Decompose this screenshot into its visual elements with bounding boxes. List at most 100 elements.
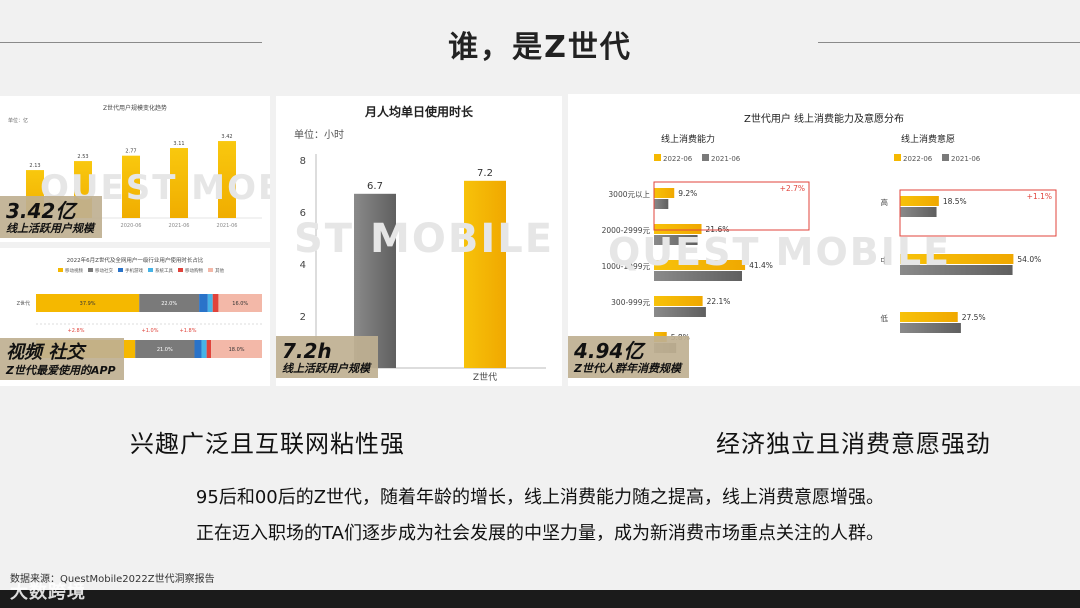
row-label: 300-999元 <box>611 298 650 307</box>
bar <box>654 271 742 281</box>
bar <box>464 180 506 368</box>
legend-label: 移动社交 <box>95 267 113 274</box>
row-label: 1000-1999元 <box>602 262 651 271</box>
row-label: 高 <box>881 197 889 207</box>
row-label: 低 <box>881 313 889 323</box>
data-label: 2.77 <box>125 149 136 155</box>
tick-label: 8 <box>300 156 306 167</box>
title-rule-left <box>0 42 262 43</box>
legend-swatch <box>88 268 93 272</box>
bar <box>218 141 236 218</box>
highlight-box <box>653 181 810 231</box>
bar <box>122 155 140 218</box>
bar <box>654 296 703 306</box>
legend-label: 系统工具 <box>155 267 173 274</box>
data-label: 3.42 <box>221 134 232 140</box>
bar <box>654 188 675 198</box>
data-source: 数据来源：QuestMobile2022Z世代洞察报告 <box>10 574 215 585</box>
data-label: 16.0% <box>232 301 248 307</box>
stack-segment <box>207 294 213 312</box>
diff-label: +1.0% <box>142 328 159 334</box>
consumption-badge: 4.94亿 Z世代人群年消费规模 <box>568 336 689 378</box>
badge-label: 线上活跃用户规模 <box>6 222 94 235</box>
badge-value: 视频 社交 <box>6 342 85 363</box>
legend-swatch <box>118 268 123 272</box>
subhead-interest: 兴趣广泛且互联网粘性强 <box>130 430 405 458</box>
legend-label: 其他 <box>215 267 224 274</box>
annotation: +2.7% <box>780 184 805 193</box>
legend-label: 移动视频 <box>65 267 83 274</box>
stack-segment <box>194 340 202 358</box>
page-title: 谁，是Z世代 <box>448 30 632 65</box>
legend-swatch <box>178 268 183 272</box>
row-label: Z世代 <box>17 300 30 307</box>
badge-label: 线上活跃用户规模 <box>282 362 370 375</box>
tick-label: 2020-06 <box>121 223 142 229</box>
diff-label: +2.8% <box>68 328 85 334</box>
legend-label: 移动购物 <box>185 267 203 274</box>
title-rule-right <box>818 42 1080 43</box>
chart-title: 月人均单日使用时长 <box>364 104 474 119</box>
badge-label: Z世代最爱使用的APP <box>6 364 116 377</box>
legend-label: 2021-06 <box>951 155 981 163</box>
app-badge: 视频 社交 Z世代最爱使用的APP <box>0 338 124 380</box>
stack-segment <box>206 340 212 358</box>
legend-label: 2022-06 <box>663 155 693 163</box>
legend-swatch <box>894 154 901 161</box>
tick-label: 6 <box>300 208 306 219</box>
legend-label: 2021-06 <box>711 155 741 163</box>
bar <box>654 260 746 270</box>
stack-segment <box>212 294 219 312</box>
bar <box>654 235 698 245</box>
tick-label: 2 <box>300 312 306 323</box>
tick-label: Z世代 <box>473 371 497 383</box>
tick-label: 4 <box>300 260 306 271</box>
bar <box>900 196 939 206</box>
legend-swatch <box>702 154 709 161</box>
data-label: 18.0% <box>229 347 245 353</box>
stack-segment <box>199 294 208 312</box>
bar <box>654 199 669 209</box>
data-label: 6.7 <box>367 181 383 192</box>
legend-swatch <box>654 154 661 161</box>
legend-swatch <box>148 268 153 272</box>
chart-title: 2022年6月Z世代及全网用户一级行业用户使用时长占比 <box>67 256 204 264</box>
data-label: 54.0% <box>1017 255 1041 264</box>
legend-swatch <box>208 268 213 272</box>
bar <box>170 148 188 218</box>
data-label: 2.13 <box>29 163 40 169</box>
stack-segment <box>201 340 207 358</box>
bar <box>654 307 706 317</box>
body-line-2: 正在迈入职场的TA们逐步成为社会发展的中坚力量，成为新消费市场重点关注的人群。 <box>196 523 884 544</box>
data-label: 22.1% <box>707 297 731 306</box>
chart-title: Z世代用户 线上消费能力及意愿分布 <box>744 112 904 125</box>
data-label: 3.11 <box>173 141 184 147</box>
data-label: 2.53 <box>77 154 88 160</box>
highlight-box <box>899 189 1057 237</box>
footer-bar <box>0 590 1080 608</box>
legend-label: 手机游戏 <box>125 267 143 274</box>
axis-unit: 单位：亿 <box>8 117 28 124</box>
bar <box>900 254 1014 264</box>
bar <box>900 207 937 217</box>
row-label: 3000元以上 <box>608 190 650 199</box>
row-label: 中 <box>881 255 889 265</box>
stack-segment <box>135 340 195 358</box>
legend-swatch <box>942 154 949 161</box>
bar <box>900 323 961 333</box>
panel-subtitle: 线上消费能力 <box>661 133 715 145</box>
stack-segment <box>211 340 262 358</box>
stack-segment <box>139 294 200 312</box>
subhead-economy: 经济独立且消费意愿强劲 <box>716 430 991 458</box>
tick-label: 2021-06 <box>217 223 238 229</box>
row-label: 2000-2999元 <box>602 226 651 235</box>
body-line-1: 95后和00后的Z世代，随着年龄的增长，线上消费能力随之提高，线上消费意愿增强。 <box>195 487 885 508</box>
badge-value: 7.2h <box>282 339 332 363</box>
bar <box>900 312 958 322</box>
data-label: 27.5% <box>962 313 986 322</box>
legend-label: 2022-06 <box>903 155 933 163</box>
badge-label: Z世代人群年消费规模 <box>574 362 681 375</box>
data-label: 22.0% <box>161 301 177 307</box>
